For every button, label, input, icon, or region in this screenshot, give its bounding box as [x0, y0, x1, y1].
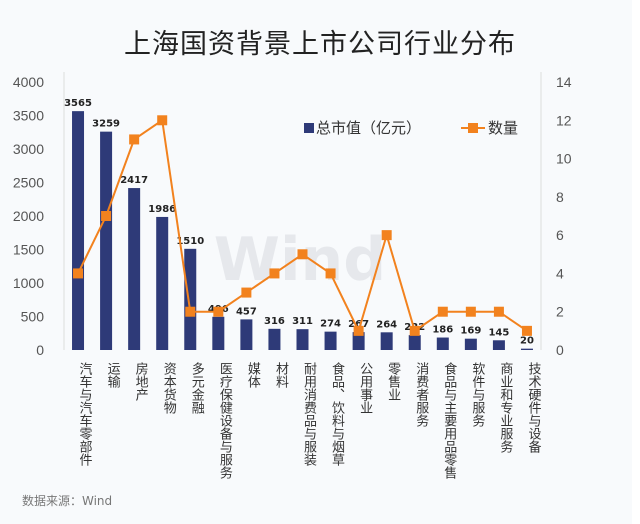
legend-line-marker: [468, 123, 478, 133]
bar: [324, 331, 337, 350]
category-label: 商业和专业服务: [497, 362, 512, 453]
category-label: 技术硬件与设备: [525, 362, 541, 454]
count-marker: [129, 134, 140, 145]
bar-data-label: 264: [376, 319, 397, 330]
count-marker: [409, 325, 420, 336]
bar: [156, 216, 169, 350]
right-tick-label: 4: [556, 265, 564, 281]
right-tick-label: 0: [556, 342, 564, 358]
count-marker: [437, 306, 448, 317]
legend-line-label: 数量: [488, 119, 518, 137]
bar: [464, 338, 477, 350]
bar-data-label: 316: [264, 316, 285, 327]
bar: [520, 348, 533, 350]
category-label: 材料: [273, 362, 289, 388]
bar-data-label: 145: [488, 327, 509, 338]
left-tick-label: 500: [21, 309, 45, 325]
count-marker: [269, 268, 280, 279]
watermark: Wind: [214, 225, 386, 295]
right-tick-label: 14: [556, 74, 572, 90]
bar-data-label: 186: [432, 325, 453, 336]
category-label: 房地产: [133, 361, 149, 402]
bar-data-label: 169: [460, 326, 481, 337]
bar: [184, 248, 197, 350]
bar-data-label: 1986: [148, 204, 176, 215]
bar: [380, 332, 393, 350]
category-label: 耐用消费品与服装: [301, 362, 317, 466]
bar-data-label: 457: [236, 306, 257, 317]
category-label: 媒体: [245, 362, 261, 388]
category-label: 食品与主要用品零售: [441, 361, 457, 479]
left-tick-label: 1000: [13, 275, 44, 291]
category-label: 软件与服务: [469, 362, 485, 427]
right-tick-label: 12: [556, 112, 572, 128]
legend-bar-swatch: [304, 123, 314, 133]
category-label: 零售业: [385, 362, 401, 401]
bar: [128, 188, 141, 350]
right-tick-label: 2: [556, 304, 564, 320]
left-tick-label: 3500: [13, 108, 44, 124]
bar: [268, 328, 281, 350]
right-tick-label: 8: [556, 189, 564, 205]
category-label: 食品、饮料与烟草: [329, 361, 345, 466]
category-label: 资本货物: [161, 362, 177, 415]
count-marker: [465, 306, 476, 317]
bar: [296, 329, 309, 350]
count-marker: [353, 325, 364, 336]
count-marker: [297, 249, 308, 260]
left-tick-label: 1500: [13, 242, 44, 258]
bar: [436, 337, 449, 350]
count-marker: [381, 230, 392, 241]
bar: [408, 335, 421, 350]
right-tick-label: 6: [556, 227, 564, 243]
bar: [100, 131, 113, 350]
left-tick-label: 2000: [13, 208, 44, 224]
right-tick-label: 10: [556, 151, 572, 167]
chart-title: 上海国资背景上市公司行业分布: [124, 29, 516, 60]
count-marker: [493, 306, 504, 317]
category-label: 多元金融: [189, 361, 205, 414]
count-marker: [325, 268, 336, 279]
bar-data-label: 267: [348, 319, 369, 330]
left-tick-label: 2500: [13, 175, 44, 191]
bar: [492, 340, 505, 350]
count-marker: [521, 325, 532, 336]
bar-data-label: 311: [292, 316, 313, 327]
category-label: 公用事业: [357, 362, 373, 414]
category-label: 医疗保健设备与服务: [217, 362, 233, 479]
bar-data-label: 1510: [176, 236, 204, 247]
count-marker: [241, 287, 252, 298]
bar-data-label: 2417: [120, 175, 148, 186]
bar-data-label: 3565: [64, 98, 92, 109]
bar: [72, 111, 85, 351]
bar-data-label: 3259: [92, 119, 120, 130]
count-marker: [73, 268, 84, 279]
bar: [240, 319, 253, 350]
count-marker: [213, 306, 224, 317]
left-tick-label: 3000: [13, 141, 44, 157]
legend-bar-label: 总市值（亿元）: [316, 119, 421, 137]
bar-data-label: 20: [520, 336, 534, 347]
bar-data-label: 274: [320, 319, 341, 330]
left-tick-label: 4000: [13, 74, 44, 90]
source-note: 数据来源：Wind: [22, 494, 113, 508]
count-marker: [101, 211, 112, 221]
category-label: 运输: [105, 362, 121, 388]
category-label: 汽车与汽车零部件: [77, 362, 93, 466]
bar: [352, 332, 365, 350]
category-label: 消费者服务: [413, 362, 429, 427]
count-marker: [157, 115, 168, 126]
bar: [212, 316, 225, 350]
left-tick-label: 0: [36, 342, 44, 358]
count-marker: [185, 306, 196, 317]
